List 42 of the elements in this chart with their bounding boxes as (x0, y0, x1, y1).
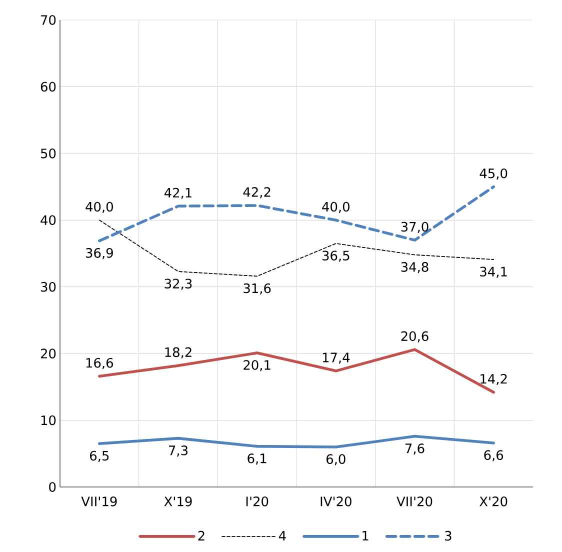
data-label: 20,1 (244, 360, 270, 372)
legend-label: 1 (362, 530, 368, 540)
data-label: 16,6 (86, 358, 114, 370)
x-tick-label: X'19 (164, 496, 192, 506)
data-label: 34,1 (480, 266, 507, 278)
data-label: 36,9 (86, 248, 113, 260)
data-label: 34,8 (401, 262, 428, 274)
data-label: 37,0 (401, 222, 428, 233)
legend-label: 2 (198, 530, 204, 540)
x-tick-label: VII'20 (396, 496, 432, 506)
legend-label: 3 (445, 530, 452, 541)
y-tick-label: 40 (40, 215, 56, 226)
data-label: 45,0 (480, 168, 508, 180)
data-label: 14,2 (480, 374, 507, 386)
data-label: 6,5 (90, 450, 109, 462)
x-tick-label: IV'20 (320, 496, 352, 506)
y-tick-label: 30 (40, 282, 56, 292)
data-label: 6,0 (326, 454, 346, 466)
y-tick-label: 20 (40, 348, 56, 358)
data-label: 6,6 (484, 450, 504, 462)
y-tick-label: 60 (40, 82, 56, 92)
y-tick-label: 10 (41, 415, 56, 426)
x-tick-label: I'20 (246, 496, 268, 506)
x-tick-label: X'20 (480, 496, 508, 506)
data-label: 42,2 (243, 187, 270, 198)
data-label: 32,3 (164, 278, 192, 290)
data-label: 36,5 (322, 250, 350, 262)
y-tick-label: 70 (41, 15, 56, 25)
legend-label: 4 (278, 530, 286, 540)
data-label: 7,6 (406, 444, 424, 455)
y-tick-label: 0 (49, 482, 56, 492)
y-tick-label: 50 (41, 148, 56, 158)
data-label: 7,3 (169, 446, 188, 457)
data-label: 17,4 (322, 352, 350, 364)
data-label: 18,2 (165, 347, 192, 358)
data-label: 40,0 (322, 202, 350, 213)
data-label: 40,0 (86, 202, 113, 213)
x-tick-label: VII'19 (81, 496, 117, 506)
data-label: 42,1 (164, 188, 192, 199)
data-label: 31,6 (244, 283, 271, 294)
data-label: 20,6 (401, 331, 428, 342)
data-label: 6,1 (248, 454, 266, 465)
